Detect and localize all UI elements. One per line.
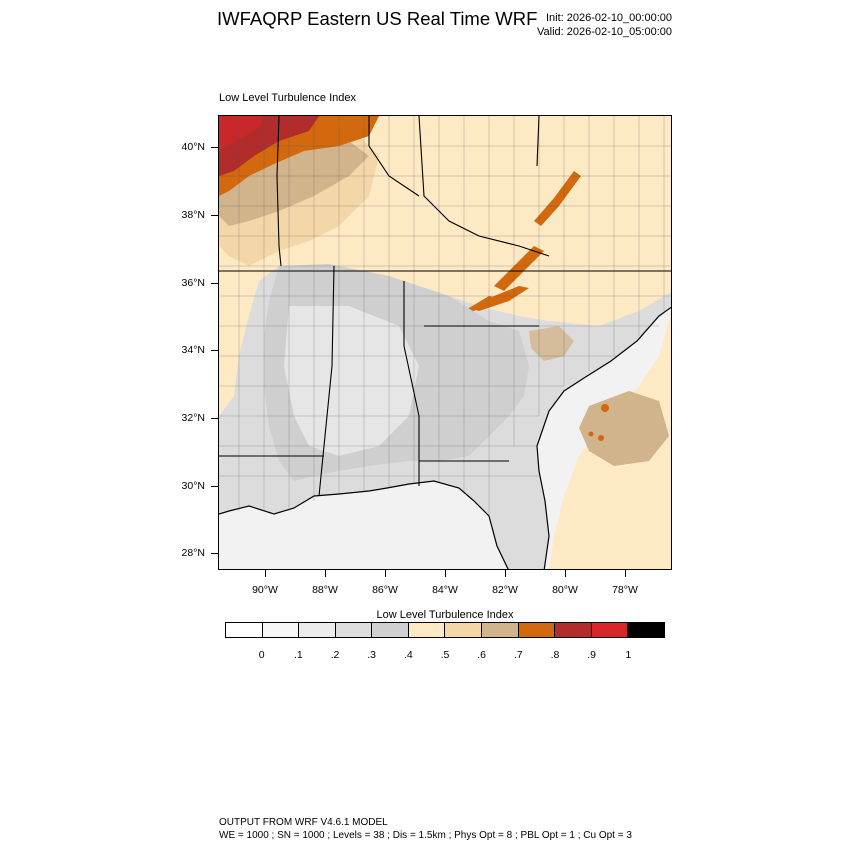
colorbar-swatch <box>445 623 483 637</box>
lat-tick <box>211 418 218 419</box>
colorbar-swatch <box>408 623 446 637</box>
lon-label-86w: 86°W <box>372 584 398 596</box>
lon-tick <box>325 570 326 577</box>
lon-tick <box>385 570 386 577</box>
colorbar-label: .2 <box>330 649 340 661</box>
colorbar-swatch <box>226 623 263 637</box>
footer: OUTPUT FROM WRF V4.6.1 MODEL WE = 1000 ;… <box>219 817 632 842</box>
lat-label-34n: 34°N <box>181 344 205 356</box>
colorbar-label: .4 <box>403 649 413 661</box>
lon-tick <box>265 570 266 577</box>
colorbar-swatch <box>299 623 336 637</box>
plot-title: Low Level Turbulence Index <box>219 92 356 104</box>
valid-time: Valid: 2026-02-10_05:00:00 <box>537 25 672 38</box>
colorbar-title: Low Level Turbulence Index <box>376 609 514 621</box>
lat-label-40n: 40°N <box>181 141 205 153</box>
state-boundaries <box>219 116 671 497</box>
lat-label-38n: 38°N <box>181 209 205 221</box>
colorbar-swatch <box>591 623 629 637</box>
lat-tick <box>211 147 218 148</box>
footer-model: OUTPUT FROM WRF V4.6.1 MODEL <box>219 817 388 828</box>
map-panel <box>218 115 672 570</box>
lon-label-78w: 78°W <box>612 584 638 596</box>
colorbar-swatch <box>518 623 556 637</box>
colorbar-swatch <box>628 623 664 637</box>
colorbar-swatch <box>482 623 519 637</box>
lat-tick <box>211 283 218 284</box>
colorbar-label: .5 <box>440 649 450 661</box>
init-time: Init: 2026-02-10_00:00:00 <box>546 12 672 24</box>
colorbar-swatch <box>555 623 592 637</box>
gray-region-pale <box>284 306 419 456</box>
lon-label-88w: 88°W <box>312 584 338 596</box>
lat-label-32n: 32°N <box>181 412 205 424</box>
colorbar <box>225 622 665 638</box>
colorbar-label: .3 <box>367 649 377 661</box>
coastline <box>219 306 671 569</box>
county-lines <box>219 116 671 516</box>
lon-tick <box>505 570 506 577</box>
lat-tick <box>211 486 218 487</box>
colorbar-label: .9 <box>587 649 597 661</box>
lon-tick <box>565 570 566 577</box>
colorbar-swatch <box>335 623 373 637</box>
colorbar-label: .8 <box>550 649 560 661</box>
colorbar-swatch <box>372 623 409 637</box>
lat-tick <box>211 350 218 351</box>
lon-label-82w: 82°W <box>492 584 518 596</box>
lon-tick <box>625 570 626 577</box>
lon-label-84w: 84°W <box>432 584 458 596</box>
colorbar-label: .6 <box>477 649 487 661</box>
colorbar-label: .1 <box>293 649 303 661</box>
colorbar-swatch <box>262 623 300 637</box>
atlantic-orange-spots <box>588 404 609 441</box>
lon-label-80w: 80°W <box>552 584 578 596</box>
lat-label-30n: 30°N <box>181 480 205 492</box>
lat-tick <box>211 215 218 216</box>
lat-label-28n: 28°N <box>181 547 205 559</box>
main-title: IWFAQRP Eastern US Real Time WRF <box>217 8 538 29</box>
lat-tick <box>211 553 218 554</box>
colorbar-label: .7 <box>513 649 523 661</box>
lon-label-90w: 90°W <box>252 584 278 596</box>
colorbar-label: 0 <box>258 649 265 661</box>
footer-params: WE = 1000 ; SN = 1000 ; Levels = 38 ; Di… <box>219 829 632 841</box>
red-core-nw <box>219 116 264 150</box>
lon-tick <box>445 570 446 577</box>
lat-label-36n: 36°N <box>181 277 205 289</box>
time-block: Init: 2026-02-10_00:00:00 Valid: 2026-02… <box>500 12 672 39</box>
tan-region-carolina <box>529 326 574 361</box>
colorbar-label: 1 <box>625 649 632 661</box>
turbulence-map <box>219 116 671 569</box>
